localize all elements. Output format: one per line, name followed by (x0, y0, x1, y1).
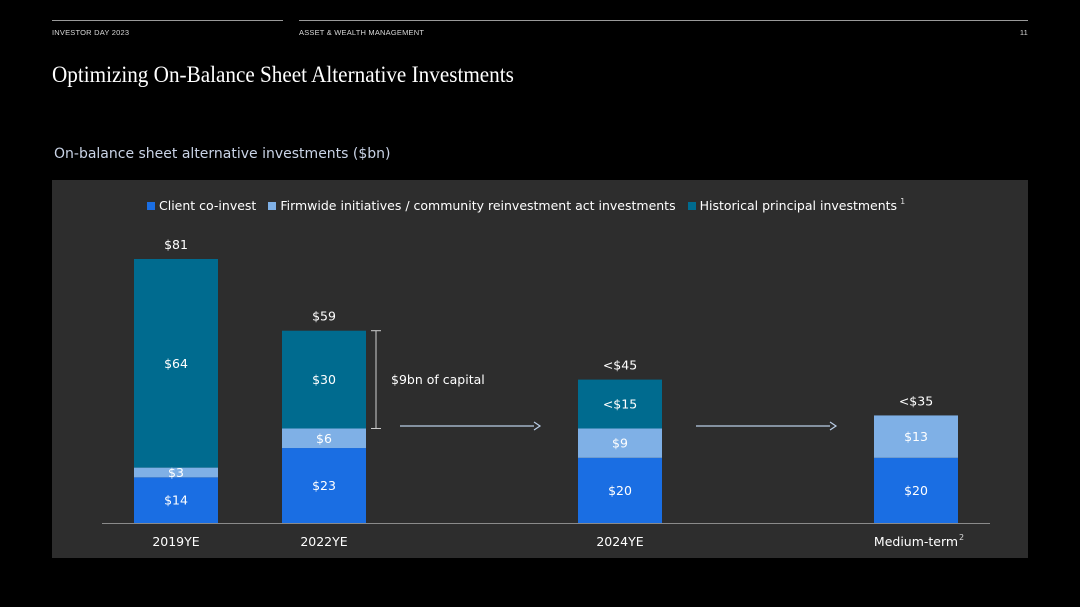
legend-swatch-client-co-invest (147, 201, 155, 210)
bar-firmwide-initiatives-community-reinvestment-act-investments-2024ye (578, 428, 662, 458)
bar-historical-principal-investments-2019ye (134, 259, 218, 468)
data-label-firmwide-initiatives-community-reinvestment-act-investments-2019ye: $3 (168, 465, 184, 480)
bar-historical-principal-investments-2024ye (578, 379, 662, 429)
chart-subtitle: On-balance sheet alternative investments… (54, 146, 391, 162)
category-label-2022ye: 2022YE (300, 534, 347, 549)
legend-swatch-historical-principal (687, 201, 696, 210)
arrow-2024-to-medium-term-head (829, 421, 838, 431)
data-label-client-co-invest-2019ye: $14 (164, 493, 188, 508)
data-label-historical-principal-investments-2022ye: $30 (312, 372, 336, 387)
chart-legend: Client co-invest Firmwide initiatives / … (147, 197, 917, 213)
category-label-2019ye: 2019YE (152, 534, 199, 549)
bar-firmwide-initiatives-community-reinvestment-act-investments-2022ye (282, 428, 366, 449)
arrow-2022-to-2024-head (533, 421, 542, 431)
bar-firmwide-initiatives-community-reinvestment-act-investments-2019ye (134, 467, 218, 478)
category-footnote-medium-term: 2 (959, 533, 964, 542)
page-number: 11 (1019, 28, 1028, 37)
bar-firmwide-initiatives-community-reinvestment-act-investments-medium-term (874, 415, 958, 458)
total-label-2022ye: $59 (312, 309, 336, 324)
data-label-historical-principal-investments-2019ye: $64 (164, 356, 188, 371)
data-label-firmwide-initiatives-community-reinvestment-act-investments-medium-term: $13 (904, 429, 928, 444)
header-rule-left (52, 20, 283, 21)
total-label-2024ye: <$45 (603, 358, 637, 373)
bar-client-co-invest-2019ye (134, 477, 218, 523)
legend-swatch-firmwide-initiatives (268, 201, 277, 210)
header-section-label: ASSET & WEALTH MANAGEMENT (299, 28, 425, 37)
bracket-annotation: $9bn of capital (391, 372, 485, 387)
data-label-firmwide-initiatives-community-reinvestment-act-investments-2022ye: $6 (316, 431, 332, 446)
legend-item-firmwide-initiatives: Firmwide initiatives / community reinves… (268, 198, 676, 213)
category-label-medium-term: Medium-term (874, 534, 958, 549)
data-label-client-co-invest-2022ye: $23 (312, 478, 336, 493)
total-label-medium-term: <$35 (899, 393, 933, 408)
data-label-historical-principal-investments-2024ye: <$15 (603, 397, 637, 412)
legend-label-firmwide-initiatives: Firmwide initiatives / community reinves… (280, 198, 676, 213)
legend-label-historical-principal: Historical principal investments (699, 198, 898, 213)
category-label-2024ye: 2024YE (596, 534, 643, 549)
bar-client-co-invest-2024ye (578, 457, 662, 523)
total-label-2019ye: $81 (164, 237, 188, 252)
header-rule-right (299, 20, 1028, 21)
legend-footnote-marker: 1 (900, 197, 906, 206)
legend-item-historical-principal: Historical principal investments 1 (687, 197, 906, 213)
data-label-firmwide-initiatives-community-reinvestment-act-investments-2024ye: $9 (612, 436, 628, 451)
slide-title: Optimizing On-Balance Sheet Alternative … (52, 62, 514, 87)
header-event-label: INVESTOR DAY 2023 (52, 28, 130, 37)
legend-item-client-co-invest: Client co-invest (147, 198, 256, 213)
data-label-client-co-invest-medium-term: $20 (904, 483, 928, 498)
bar-client-co-invest-medium-term (874, 457, 958, 523)
legend-label-client-co-invest: Client co-invest (159, 198, 257, 213)
data-label-client-co-invest-2024ye: $20 (608, 483, 632, 498)
bar-historical-principal-investments-2022ye (282, 330, 366, 429)
bar-client-co-invest-2022ye (282, 448, 366, 523)
